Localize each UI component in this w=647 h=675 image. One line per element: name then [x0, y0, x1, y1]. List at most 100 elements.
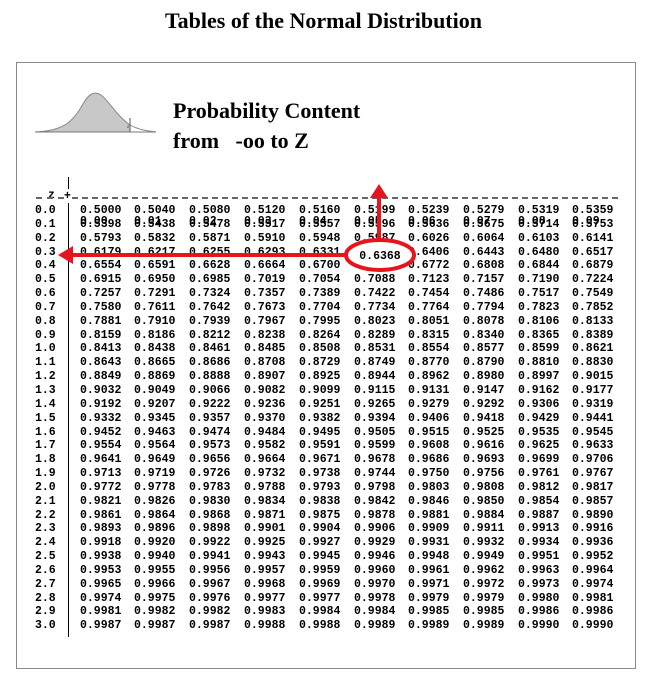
- table-cell: 0.9162: [518, 383, 560, 397]
- table-cell: 0.7422: [354, 287, 396, 301]
- table-row: 1.6 0.9452 0.9463 0.9474 0.9484 0.9495 0.9505 0…: [0, 426, 647, 440]
- table-cell: 0.9945: [299, 550, 341, 564]
- table-cell: 0.9484: [244, 425, 286, 439]
- table-cell: 0.9554: [80, 439, 122, 453]
- table-cell: 0.5596: [354, 217, 396, 231]
- table-cell: 0.8365: [518, 328, 560, 342]
- table-cell: 0.9292: [463, 397, 505, 411]
- table-row: 2.7 0.9965 0.9966 0.9967 0.9968 0.9969 0.9970 0…: [0, 578, 647, 592]
- table-cell: 0.9821: [80, 494, 122, 508]
- table-cell: 0.9984: [354, 605, 396, 619]
- row-z-label: 0.8: [35, 314, 56, 328]
- table-cell: 0.9564: [134, 439, 176, 453]
- table-cell: 0.9599: [354, 439, 396, 453]
- table-cell: 0.7704: [299, 300, 341, 314]
- table-cell: 0.9956: [189, 563, 231, 577]
- table-row: 0.0 0.5000 0.5040 0.5080 0.5120 0.5160 0.5199 0…: [0, 204, 647, 218]
- table-cell: 0.6064: [463, 231, 505, 245]
- header-divider: [68, 177, 69, 189]
- table-cell: 0.9976: [189, 591, 231, 605]
- table-row: 0.5 0.6915 0.6950 0.6985 0.7019 0.7054 0.7088 0…: [0, 273, 647, 287]
- table-cell: 0.9918: [80, 536, 122, 550]
- row-z-label: 2.8: [35, 591, 56, 605]
- table-cell: 0.7291: [134, 287, 176, 301]
- table-row: 2.4 0.9918 0.9920 0.9922 0.9925 0.9927 0.9929 0…: [0, 536, 647, 550]
- header-rule-left: [36, 197, 64, 199]
- table-cell: 0.9850: [463, 494, 505, 508]
- table-cell: 0.9987: [134, 619, 176, 633]
- table-cell: 0.7764: [408, 300, 450, 314]
- table-cell: 0.9861: [80, 508, 122, 522]
- table-cell: 0.9911: [463, 522, 505, 536]
- table-cell: 0.9989: [408, 619, 450, 633]
- table-cell: 0.6700: [299, 259, 341, 273]
- table-cell: 0.9744: [354, 467, 396, 481]
- table-cell: 0.9099: [299, 383, 341, 397]
- table-cell: 0.9893: [80, 522, 122, 536]
- table-cell: 0.7389: [299, 287, 341, 301]
- column-header: 0.01: [134, 215, 162, 228]
- table-frame: [16, 62, 636, 669]
- table-cell: 0.9382: [299, 411, 341, 425]
- table-cell: 0.5557: [299, 217, 341, 231]
- table-cell: 0.9979: [408, 591, 450, 605]
- table-cell: 0.9147: [463, 383, 505, 397]
- table-cell: 0.8508: [299, 342, 341, 356]
- table-row: 1.4 0.9192 0.9207 0.9222 0.9236 0.9251 0.9265 0…: [0, 398, 647, 412]
- table-row: 0.4 0.6554 0.6591 0.6628 0.6664 0.6700 0.6736 0…: [0, 259, 647, 273]
- row-z-label: 2.2: [35, 508, 56, 522]
- table-cell: 0.8729: [299, 356, 341, 370]
- table-cell: 0.9192: [80, 397, 122, 411]
- table-cell: 0.9949: [463, 550, 505, 564]
- row-z-label: 3.0: [35, 619, 56, 633]
- table-cell: 0.9625: [518, 439, 560, 453]
- table-cell: 0.9306: [518, 397, 560, 411]
- table-cell: 0.9975: [134, 591, 176, 605]
- table-cell: 0.9979: [463, 591, 505, 605]
- table-cell: 0.9693: [463, 453, 505, 467]
- table-row: 1.1 0.8643 0.8665 0.8686 0.8708 0.8729 0.8749 0…: [0, 356, 647, 370]
- column-header: 0.03: [244, 215, 272, 228]
- table-cell: 0.8997: [518, 370, 560, 384]
- table-cell: 0.9834: [244, 494, 286, 508]
- table-cell: 0.9319: [572, 397, 614, 411]
- table-cell: 0.9131: [408, 383, 450, 397]
- table-cell: 0.9927: [299, 536, 341, 550]
- curve-line: [34, 92, 157, 133]
- table-row: 1.7 0.9554 0.9564 0.9573 0.9582 0.9591 0.9599 0…: [0, 439, 647, 453]
- table-cell: 0.9357: [189, 411, 231, 425]
- table-cell: 0.9678: [354, 453, 396, 467]
- table-cell: 0.9222: [189, 397, 231, 411]
- table-cell: 0.9812: [518, 480, 560, 494]
- table-cell: 0.9582: [244, 439, 286, 453]
- column-header: 0.06: [408, 215, 436, 228]
- table-cell: 0.9913: [518, 522, 560, 536]
- table-cell: 0.9370: [244, 411, 286, 425]
- table-cell: 0.9798: [354, 480, 396, 494]
- table-cell: 0.9884: [463, 508, 505, 522]
- table-cell: 0.7611: [134, 300, 176, 314]
- table-cell: 0.5793: [80, 231, 122, 245]
- table-cell: 0.5675: [463, 217, 505, 231]
- table-cell: 0.9732: [244, 467, 286, 481]
- table-cell: 0.9959: [299, 563, 341, 577]
- table-cell: 0.9699: [518, 453, 560, 467]
- table-cell: 0.7939: [189, 314, 231, 328]
- table-cell: 0.9545: [572, 425, 614, 439]
- table-cell: 0.5239: [408, 204, 450, 217]
- column-header: 0.00: [80, 215, 108, 228]
- table-row: 1.2 0.8849 0.8869 0.8888 0.8907 0.8925 0.8944 0…: [0, 370, 647, 384]
- table-cell: 0.6141: [572, 231, 614, 245]
- row-z-label: 0.3: [35, 245, 56, 259]
- table-cell: 0.9864: [134, 508, 176, 522]
- table-row: 3.0 0.9987 0.9987 0.9987 0.9988 0.9988 0.9989 0…: [0, 619, 647, 633]
- row-z-label: 1.3: [35, 383, 56, 397]
- row-z-label: 1.8: [35, 453, 56, 467]
- table-cell: 0.8708: [244, 356, 286, 370]
- table-cell: 0.6915: [80, 273, 122, 287]
- z-label: z: [127, 124, 129, 129]
- table-cell: 0.9649: [134, 453, 176, 467]
- table-cell: 0.9984: [299, 605, 341, 619]
- table-cell: 0.9826: [134, 494, 176, 508]
- table-cell: 0.9981: [572, 591, 614, 605]
